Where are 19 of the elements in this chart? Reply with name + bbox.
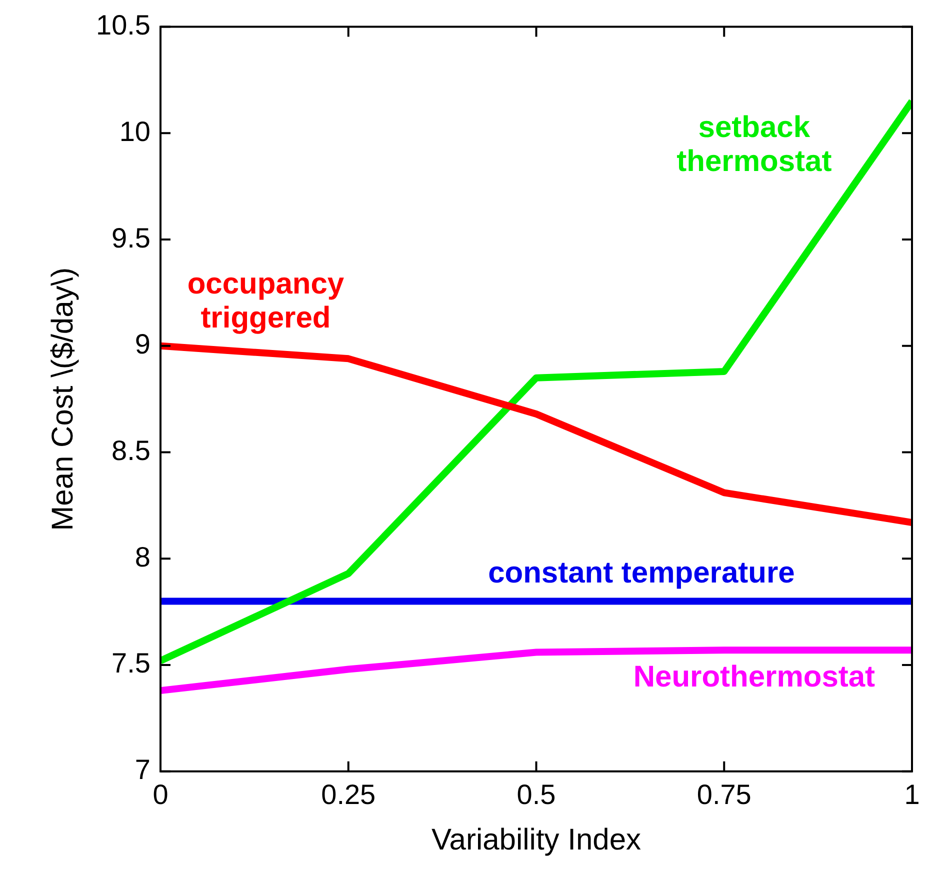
y-tick-label: 10 bbox=[119, 116, 150, 147]
x-tick-label: 0.5 bbox=[516, 778, 556, 810]
x-tick-label: 0 bbox=[152, 778, 168, 810]
y-tick-label: 7 bbox=[134, 754, 150, 786]
x-tick-label: 0.75 bbox=[696, 778, 752, 810]
y-axis-title: Mean Cost \($/day\) bbox=[46, 267, 80, 531]
series-label: constant temperature bbox=[488, 556, 795, 590]
x-tick-label: 0.25 bbox=[321, 778, 376, 810]
y-tick-label: 8 bbox=[134, 541, 150, 572]
y-tick-label: 10.5 bbox=[96, 10, 150, 41]
x-axis-title: Variability Index bbox=[431, 823, 642, 856]
y-tick-label: 7.5 bbox=[112, 648, 150, 679]
y-tick-label: 9.5 bbox=[112, 222, 150, 254]
y-tick-label: 8.5 bbox=[112, 435, 150, 466]
series-label: Neurothermostat bbox=[633, 660, 876, 694]
series-label: setback thermostat bbox=[676, 111, 832, 178]
x-tick-label: 1 bbox=[904, 778, 920, 810]
series-label: occupancy triggered bbox=[187, 268, 344, 335]
y-tick-label: 9 bbox=[134, 328, 150, 360]
